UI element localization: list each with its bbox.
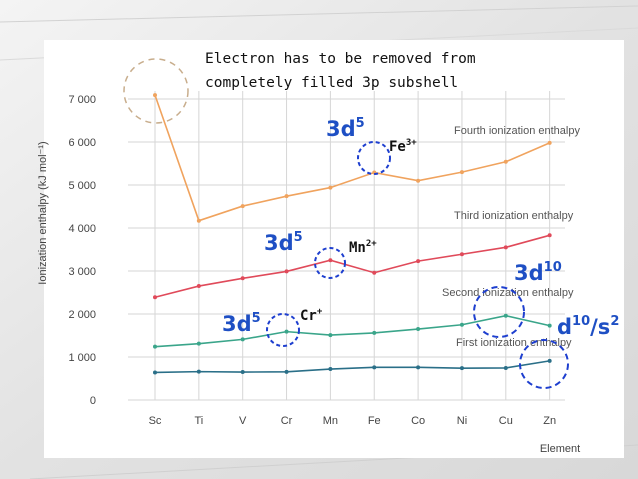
plot-panel xyxy=(44,40,624,458)
data-point xyxy=(328,367,333,372)
data-point xyxy=(328,258,333,263)
grid-layer xyxy=(128,91,565,401)
cu-dashed-circle xyxy=(473,286,525,338)
data-point xyxy=(284,329,289,334)
cr-ion-label: Cr+ xyxy=(300,307,323,324)
series-layer xyxy=(153,93,552,375)
y-tick-label: 5 000 xyxy=(68,180,96,192)
data-point xyxy=(153,370,157,375)
data-point xyxy=(240,370,245,375)
data-point xyxy=(328,185,333,190)
x-tick-label: Zn xyxy=(543,415,556,427)
fe-config-label: 3d5 xyxy=(326,116,365,141)
mn-dashed-circle xyxy=(314,247,346,279)
data-point xyxy=(196,341,201,346)
second-series-label-line1: Second ionization enthalpy xyxy=(442,287,574,299)
note-line-2: completely filled 3p subshell xyxy=(205,75,458,91)
x-axis-title: Element xyxy=(540,443,580,455)
y-tick-label: 4 000 xyxy=(68,223,96,235)
series-line xyxy=(154,234,550,299)
data-point xyxy=(284,369,289,374)
data-point xyxy=(328,333,333,338)
data-point xyxy=(416,365,421,370)
data-point xyxy=(240,204,245,209)
y-tick-label: 3 000 xyxy=(68,266,96,278)
data-point xyxy=(503,159,508,164)
data-point xyxy=(240,276,245,281)
data-point xyxy=(196,284,201,289)
x-tick-label: Mn xyxy=(323,415,338,427)
series-line xyxy=(154,94,550,222)
data-point xyxy=(503,245,508,250)
data-point xyxy=(459,366,464,371)
x-tick-label: Sc xyxy=(149,415,162,427)
data-point xyxy=(240,337,245,342)
x-tick-label: V xyxy=(239,415,247,427)
y-tick-label: 0 xyxy=(90,395,96,407)
mn-ion-label: Mn2+ xyxy=(349,239,377,256)
fourth-series-label-line1: Fourth ionization enthalpy xyxy=(454,125,580,137)
zn-config-label: d10/s2 xyxy=(557,314,619,339)
mn-config-label: 3d5 xyxy=(264,230,303,255)
series-line xyxy=(154,360,550,374)
tan-dashed-circle xyxy=(123,58,189,124)
data-point xyxy=(196,218,201,223)
data-point xyxy=(503,365,508,370)
data-point xyxy=(503,313,508,318)
data-point xyxy=(284,194,289,199)
y-tick-label: 1 000 xyxy=(68,352,96,364)
x-tick-labels: Sc Ti V Cr Mn Fe Co Ni Cu Zn xyxy=(149,415,556,427)
fe-dashed-circle xyxy=(357,141,391,175)
data-point xyxy=(372,270,377,275)
y-tick-label: 2 000 xyxy=(68,309,96,321)
data-point xyxy=(284,269,289,274)
y-axis-title: Ionization enthalpy (kJ mol⁻¹) xyxy=(37,141,49,284)
data-point xyxy=(153,344,157,349)
y-tick-label: 6 000 xyxy=(68,137,96,149)
data-point xyxy=(547,140,552,145)
zn-dashed-circle xyxy=(519,339,569,389)
fe-ion-label: Fe3+ xyxy=(389,138,417,155)
data-point xyxy=(153,295,157,300)
cr-dashed-circle xyxy=(266,313,300,347)
cu-config-label: 3d10 xyxy=(514,260,562,285)
data-point xyxy=(459,322,464,327)
data-point xyxy=(459,252,464,257)
y-tick-label: 7 000 xyxy=(68,94,96,106)
data-point xyxy=(196,369,201,374)
data-point xyxy=(372,330,377,335)
data-point xyxy=(547,323,552,328)
y-tick-labels: 0 1 000 2 000 3 000 4 000 5 000 6 000 7 000 xyxy=(68,94,96,407)
x-tick-label: Fe xyxy=(368,415,381,427)
x-tick-label: Co xyxy=(411,415,425,427)
x-tick-label: Cu xyxy=(499,415,513,427)
data-point xyxy=(372,365,377,370)
x-tick-label: Ti xyxy=(194,415,203,427)
data-point xyxy=(547,233,552,238)
data-point xyxy=(153,93,157,98)
data-point xyxy=(547,358,552,363)
series-line xyxy=(154,314,550,348)
data-point xyxy=(416,327,421,332)
x-tick-label: Ni xyxy=(457,415,467,427)
cr-config-label: 3d5 xyxy=(222,311,261,336)
data-point xyxy=(459,170,464,175)
x-tick-label: Cr xyxy=(281,415,293,427)
note-line-1: Electron has to be removed from xyxy=(205,51,476,67)
third-series-label-line1: Third ionization enthalpy xyxy=(454,210,574,222)
data-point xyxy=(416,178,421,183)
data-point xyxy=(416,259,421,264)
